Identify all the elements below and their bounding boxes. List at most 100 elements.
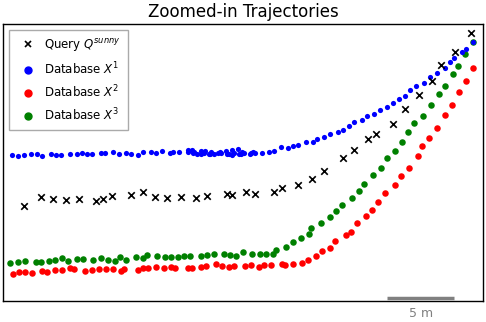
Point <box>312 254 320 259</box>
Point <box>83 151 91 156</box>
Point <box>461 52 469 57</box>
Point <box>433 125 441 130</box>
Point <box>122 257 130 262</box>
Point <box>192 195 200 201</box>
Point <box>389 122 397 127</box>
Point <box>226 264 233 270</box>
Point <box>37 194 45 200</box>
Point <box>117 268 125 273</box>
Point <box>406 88 414 93</box>
Point <box>469 65 477 71</box>
Point <box>200 150 208 155</box>
Point <box>218 264 226 269</box>
Point <box>72 152 80 157</box>
Point <box>370 111 378 116</box>
Point <box>284 146 292 151</box>
Point <box>446 60 453 65</box>
Point <box>70 267 78 272</box>
Point <box>415 92 422 97</box>
Point <box>66 152 74 157</box>
Point <box>326 131 334 136</box>
Point <box>372 132 380 137</box>
Point <box>220 251 228 257</box>
Point <box>230 264 238 269</box>
Point <box>450 55 458 60</box>
Point <box>289 144 297 149</box>
Point <box>223 152 231 157</box>
Point <box>376 107 383 112</box>
Point <box>20 152 28 157</box>
Point <box>75 196 83 201</box>
Point <box>297 235 305 241</box>
Point <box>391 182 399 187</box>
Point <box>395 97 402 102</box>
Point <box>62 197 69 202</box>
Point <box>33 260 40 265</box>
Point <box>104 257 112 262</box>
Point <box>151 194 159 200</box>
Point <box>425 135 433 140</box>
Point <box>350 147 358 152</box>
Point <box>203 252 210 258</box>
Point <box>455 90 463 95</box>
Point <box>139 266 147 271</box>
Point <box>267 262 275 267</box>
Point <box>47 152 54 157</box>
Point <box>458 49 466 54</box>
Point <box>326 215 334 220</box>
Point <box>437 63 445 68</box>
Point <box>134 267 141 272</box>
Point <box>66 266 74 271</box>
Point <box>152 150 160 156</box>
Point <box>282 245 290 250</box>
Point <box>169 149 177 155</box>
Point <box>99 197 107 202</box>
Point <box>334 129 342 134</box>
Point <box>52 258 59 263</box>
Point <box>454 64 462 69</box>
Point <box>180 254 188 259</box>
Point <box>45 258 53 263</box>
Point <box>111 259 119 264</box>
Point <box>205 151 213 156</box>
Point <box>108 193 116 198</box>
Point <box>433 71 441 76</box>
Point <box>318 249 326 254</box>
Point <box>404 130 412 135</box>
Point <box>80 256 87 261</box>
Point <box>147 149 155 155</box>
Point <box>116 255 123 260</box>
Point <box>383 156 391 161</box>
Point <box>360 182 368 187</box>
Point <box>417 143 425 148</box>
Point <box>210 151 218 156</box>
Point <box>369 173 377 178</box>
Point <box>6 260 14 265</box>
Point <box>197 253 205 258</box>
Point <box>222 148 229 154</box>
Point <box>302 139 310 145</box>
Point <box>398 139 405 144</box>
Point <box>197 151 205 156</box>
Point <box>346 123 353 128</box>
Point <box>19 204 27 209</box>
Point <box>298 261 306 266</box>
Point <box>115 151 122 156</box>
Point <box>270 189 278 194</box>
Point <box>174 255 182 260</box>
Point <box>234 147 242 152</box>
Point <box>448 102 456 107</box>
Point <box>21 259 29 264</box>
Point <box>401 107 409 112</box>
Point <box>320 134 328 139</box>
Point <box>184 150 191 155</box>
Point <box>122 150 129 156</box>
Point <box>249 149 257 155</box>
Point <box>64 258 71 263</box>
Point <box>52 152 60 157</box>
Point <box>81 268 88 273</box>
Point <box>167 264 174 270</box>
Point <box>338 202 346 207</box>
Point <box>88 151 96 156</box>
Point <box>50 196 57 201</box>
